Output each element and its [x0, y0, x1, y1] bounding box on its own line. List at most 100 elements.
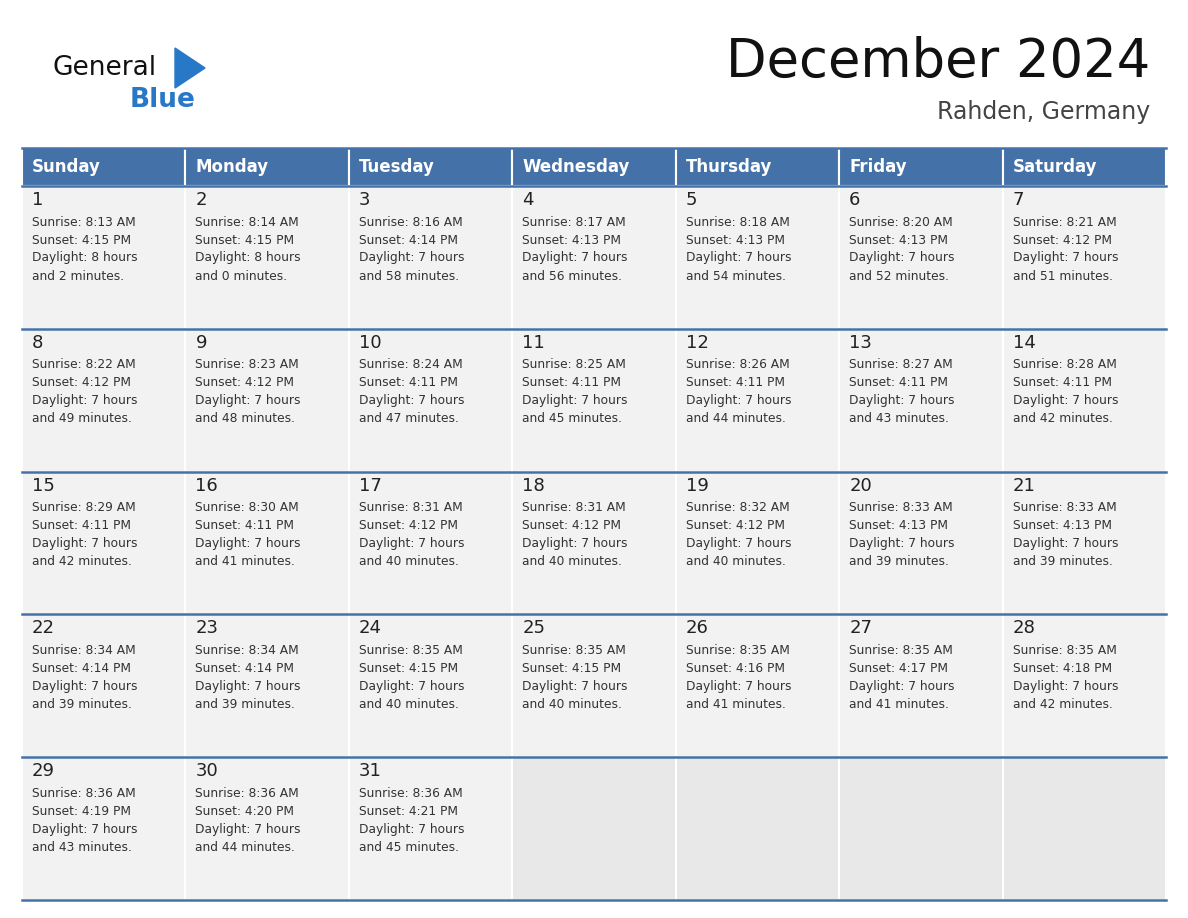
Text: Sunrise: 8:27 AM: Sunrise: 8:27 AM: [849, 358, 953, 371]
Text: Sunrise: 8:34 AM: Sunrise: 8:34 AM: [196, 644, 299, 657]
Text: Sunrise: 8:32 AM: Sunrise: 8:32 AM: [685, 501, 790, 514]
Text: Sunrise: 8:28 AM: Sunrise: 8:28 AM: [1012, 358, 1117, 371]
Text: Sunset: 4:13 PM: Sunset: 4:13 PM: [1012, 519, 1112, 532]
Text: 2: 2: [196, 191, 207, 209]
Text: 29: 29: [32, 762, 55, 780]
Text: Daylight: 7 hours: Daylight: 7 hours: [196, 823, 301, 835]
Text: Sunrise: 8:35 AM: Sunrise: 8:35 AM: [685, 644, 790, 657]
Text: Sunrise: 8:13 AM: Sunrise: 8:13 AM: [32, 216, 135, 229]
Text: Sunset: 4:11 PM: Sunset: 4:11 PM: [359, 376, 457, 389]
Text: and 39 minutes.: and 39 minutes.: [1012, 555, 1112, 568]
Text: Sunset: 4:15 PM: Sunset: 4:15 PM: [196, 233, 295, 247]
Text: Saturday: Saturday: [1012, 158, 1097, 176]
Text: and 40 minutes.: and 40 minutes.: [359, 698, 459, 711]
Bar: [512, 186, 676, 329]
Text: Sunrise: 8:36 AM: Sunrise: 8:36 AM: [32, 787, 135, 800]
Text: Sunset: 4:13 PM: Sunset: 4:13 PM: [523, 233, 621, 247]
Text: Sunset: 4:14 PM: Sunset: 4:14 PM: [196, 662, 295, 675]
Text: Sunset: 4:11 PM: Sunset: 4:11 PM: [849, 376, 948, 389]
Text: Sunrise: 8:18 AM: Sunrise: 8:18 AM: [685, 216, 790, 229]
Text: 6: 6: [849, 191, 860, 209]
Text: Sunset: 4:16 PM: Sunset: 4:16 PM: [685, 662, 785, 675]
Bar: [512, 148, 676, 186]
Text: Sunrise: 8:34 AM: Sunrise: 8:34 AM: [32, 644, 135, 657]
Text: and 0 minutes.: and 0 minutes.: [196, 270, 287, 283]
Text: Daylight: 7 hours: Daylight: 7 hours: [1012, 680, 1118, 693]
Bar: [676, 472, 839, 614]
Bar: [676, 186, 839, 329]
Text: Sunset: 4:12 PM: Sunset: 4:12 PM: [32, 376, 131, 389]
Text: 22: 22: [32, 620, 55, 637]
Text: Daylight: 7 hours: Daylight: 7 hours: [849, 252, 955, 264]
Bar: [185, 614, 349, 757]
Text: Sunset: 4:20 PM: Sunset: 4:20 PM: [196, 805, 295, 818]
Text: Sunset: 4:21 PM: Sunset: 4:21 PM: [359, 805, 457, 818]
Text: 25: 25: [523, 620, 545, 637]
Text: Daylight: 7 hours: Daylight: 7 hours: [849, 680, 955, 693]
Text: Sunset: 4:12 PM: Sunset: 4:12 PM: [196, 376, 295, 389]
Text: Daylight: 7 hours: Daylight: 7 hours: [523, 395, 627, 408]
Text: Daylight: 7 hours: Daylight: 7 hours: [359, 823, 465, 835]
Bar: [185, 148, 349, 186]
Text: and 2 minutes.: and 2 minutes.: [32, 270, 124, 283]
Text: and 44 minutes.: and 44 minutes.: [685, 412, 785, 425]
Text: Monday: Monday: [196, 158, 268, 176]
Bar: [1003, 757, 1165, 900]
Text: Daylight: 7 hours: Daylight: 7 hours: [32, 823, 138, 835]
Text: Sunrise: 8:22 AM: Sunrise: 8:22 AM: [32, 358, 135, 371]
Text: and 51 minutes.: and 51 minutes.: [1012, 270, 1113, 283]
Text: 24: 24: [359, 620, 381, 637]
Bar: [23, 186, 185, 329]
Text: 13: 13: [849, 334, 872, 352]
Text: and 54 minutes.: and 54 minutes.: [685, 270, 785, 283]
Text: Sunset: 4:12 PM: Sunset: 4:12 PM: [1012, 233, 1112, 247]
Text: Daylight: 7 hours: Daylight: 7 hours: [359, 680, 465, 693]
Text: Sunrise: 8:31 AM: Sunrise: 8:31 AM: [523, 501, 626, 514]
Text: and 41 minutes.: and 41 minutes.: [849, 698, 949, 711]
Text: and 44 minutes.: and 44 minutes.: [196, 841, 296, 854]
Text: Daylight: 7 hours: Daylight: 7 hours: [1012, 395, 1118, 408]
Bar: [512, 329, 676, 472]
Bar: [1003, 472, 1165, 614]
Text: Daylight: 7 hours: Daylight: 7 hours: [32, 395, 138, 408]
Bar: [512, 472, 676, 614]
Text: and 40 minutes.: and 40 minutes.: [685, 555, 785, 568]
Text: Daylight: 7 hours: Daylight: 7 hours: [849, 537, 955, 550]
Bar: [349, 329, 512, 472]
Text: Sunset: 4:11 PM: Sunset: 4:11 PM: [523, 376, 621, 389]
Bar: [1003, 614, 1165, 757]
Bar: [349, 757, 512, 900]
Text: Sunset: 4:12 PM: Sunset: 4:12 PM: [359, 519, 457, 532]
Text: 5: 5: [685, 191, 697, 209]
Text: Sunrise: 8:35 AM: Sunrise: 8:35 AM: [359, 644, 463, 657]
Text: 1: 1: [32, 191, 44, 209]
Text: 10: 10: [359, 334, 381, 352]
Text: Sunset: 4:12 PM: Sunset: 4:12 PM: [685, 519, 785, 532]
Text: and 39 minutes.: and 39 minutes.: [32, 698, 132, 711]
Text: and 39 minutes.: and 39 minutes.: [849, 555, 949, 568]
Text: Sunset: 4:15 PM: Sunset: 4:15 PM: [32, 233, 131, 247]
Bar: [676, 757, 839, 900]
Text: Daylight: 7 hours: Daylight: 7 hours: [196, 537, 301, 550]
Text: 20: 20: [849, 476, 872, 495]
Text: and 49 minutes.: and 49 minutes.: [32, 412, 132, 425]
Text: Sunrise: 8:33 AM: Sunrise: 8:33 AM: [849, 501, 953, 514]
Text: Sunset: 4:11 PM: Sunset: 4:11 PM: [196, 519, 295, 532]
Text: Sunrise: 8:29 AM: Sunrise: 8:29 AM: [32, 501, 135, 514]
Text: Daylight: 7 hours: Daylight: 7 hours: [685, 395, 791, 408]
Text: Daylight: 7 hours: Daylight: 7 hours: [196, 395, 301, 408]
Bar: [839, 148, 1003, 186]
Text: Sunrise: 8:25 AM: Sunrise: 8:25 AM: [523, 358, 626, 371]
Text: and 42 minutes.: and 42 minutes.: [32, 555, 132, 568]
Text: Daylight: 7 hours: Daylight: 7 hours: [1012, 252, 1118, 264]
Text: Daylight: 7 hours: Daylight: 7 hours: [1012, 537, 1118, 550]
Bar: [23, 148, 185, 186]
Text: Sunrise: 8:26 AM: Sunrise: 8:26 AM: [685, 358, 790, 371]
Text: and 40 minutes.: and 40 minutes.: [523, 555, 623, 568]
Text: Daylight: 7 hours: Daylight: 7 hours: [685, 537, 791, 550]
Text: Sunset: 4:14 PM: Sunset: 4:14 PM: [32, 662, 131, 675]
Bar: [349, 186, 512, 329]
Text: Sunrise: 8:35 AM: Sunrise: 8:35 AM: [849, 644, 953, 657]
Bar: [185, 757, 349, 900]
Polygon shape: [175, 48, 206, 88]
